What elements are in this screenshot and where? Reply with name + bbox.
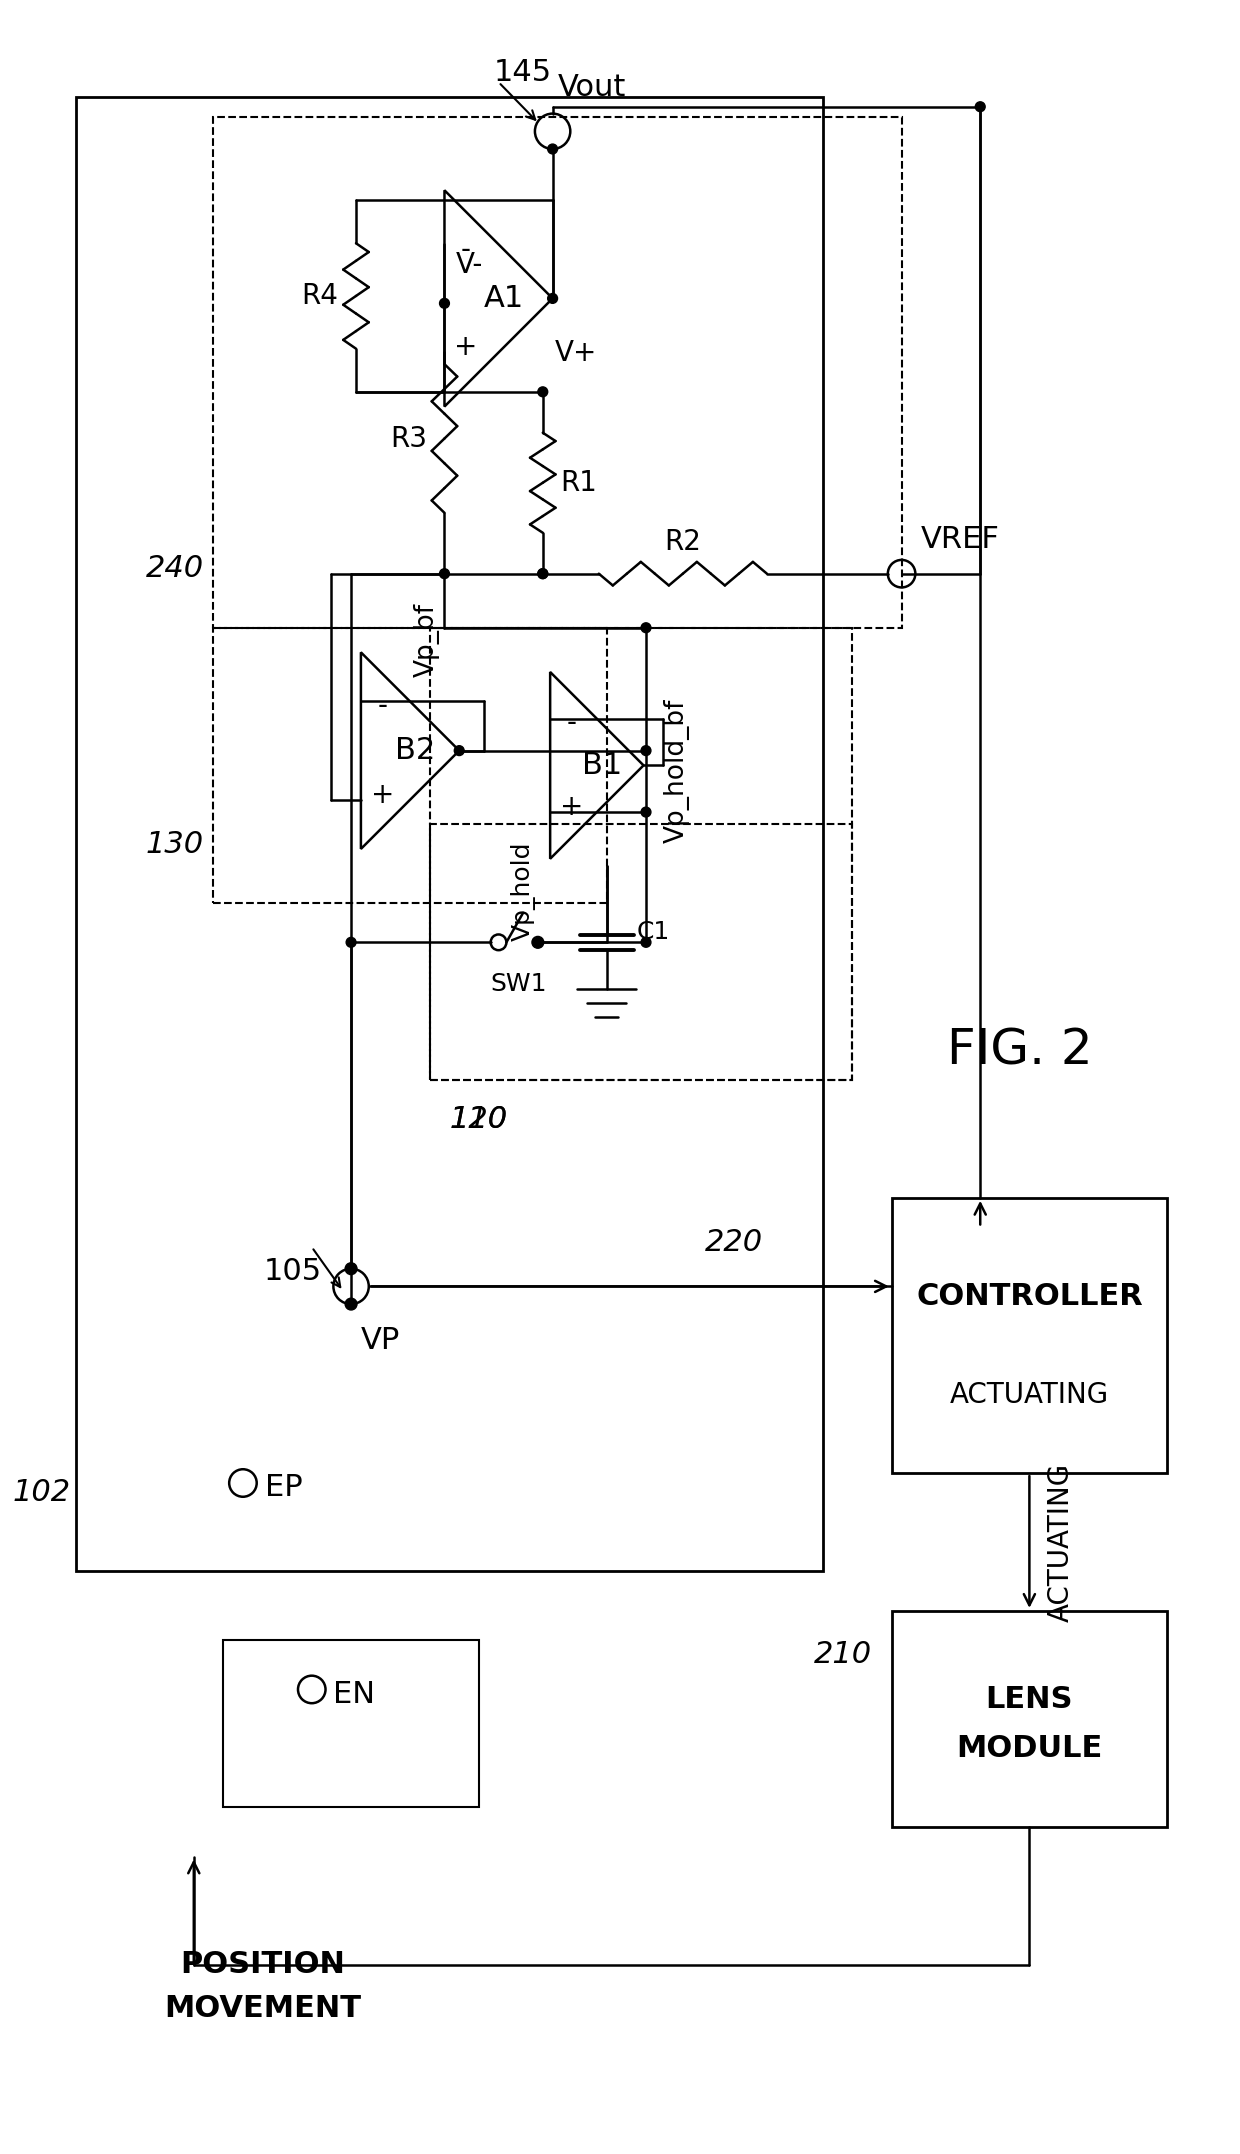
Text: R4: R4 bbox=[301, 282, 339, 310]
Circle shape bbox=[454, 745, 464, 756]
Text: R2: R2 bbox=[665, 528, 702, 556]
Circle shape bbox=[439, 299, 449, 308]
Bar bbox=[223, 1641, 479, 1807]
Circle shape bbox=[345, 1262, 357, 1275]
Text: B2: B2 bbox=[394, 737, 435, 765]
Text: R3: R3 bbox=[389, 424, 427, 452]
Text: VREF: VREF bbox=[921, 526, 1001, 554]
Circle shape bbox=[641, 937, 651, 948]
Text: MODULE: MODULE bbox=[956, 1734, 1102, 1762]
Text: 220: 220 bbox=[706, 1228, 763, 1258]
Text: ACTUATING: ACTUATING bbox=[1047, 1463, 1075, 1622]
Circle shape bbox=[641, 623, 651, 633]
Text: POSITION: POSITION bbox=[180, 1949, 345, 1980]
Circle shape bbox=[641, 808, 651, 816]
Text: 105: 105 bbox=[263, 1258, 321, 1286]
Text: MOVEMENT: MOVEMENT bbox=[164, 1995, 361, 2023]
Bar bbox=[892, 1198, 1167, 1473]
Text: +: + bbox=[454, 334, 477, 362]
Text: Vp_bf: Vp_bf bbox=[414, 603, 439, 676]
Circle shape bbox=[548, 293, 558, 304]
Text: LENS: LENS bbox=[986, 1684, 1073, 1715]
Text: -: - bbox=[461, 235, 471, 263]
Bar bbox=[76, 97, 823, 1572]
Circle shape bbox=[538, 388, 548, 396]
Circle shape bbox=[439, 569, 449, 579]
Text: 120: 120 bbox=[449, 1105, 507, 1133]
Text: SW1: SW1 bbox=[490, 971, 547, 995]
Text: B1: B1 bbox=[582, 752, 622, 780]
Text: 102: 102 bbox=[12, 1478, 71, 1508]
Text: V+: V+ bbox=[554, 338, 596, 366]
Bar bbox=[430, 825, 852, 1079]
Text: CONTROLLER: CONTROLLER bbox=[916, 1282, 1143, 1312]
Text: +: + bbox=[371, 782, 394, 810]
Text: Vout: Vout bbox=[558, 73, 626, 101]
Text: 130: 130 bbox=[145, 829, 203, 859]
Bar bbox=[213, 627, 606, 903]
Circle shape bbox=[538, 569, 548, 579]
Circle shape bbox=[346, 937, 356, 948]
Text: 145: 145 bbox=[494, 58, 552, 86]
Text: FIG. 2: FIG. 2 bbox=[947, 1027, 1092, 1075]
Text: V-: V- bbox=[456, 250, 484, 278]
Bar bbox=[213, 116, 901, 627]
Text: VP: VP bbox=[361, 1325, 401, 1355]
Text: EN: EN bbox=[334, 1680, 376, 1708]
Text: 110: 110 bbox=[449, 1105, 507, 1133]
Bar bbox=[430, 627, 852, 1079]
Text: 240: 240 bbox=[145, 554, 203, 584]
Text: ACTUATING: ACTUATING bbox=[950, 1381, 1109, 1409]
Circle shape bbox=[548, 144, 558, 153]
Circle shape bbox=[345, 1299, 357, 1310]
Circle shape bbox=[532, 937, 544, 948]
Text: -: - bbox=[377, 691, 388, 719]
Circle shape bbox=[976, 101, 985, 112]
Text: Vp_hold_bf: Vp_hold_bf bbox=[663, 698, 689, 842]
Text: A1: A1 bbox=[484, 284, 523, 312]
Bar bbox=[892, 1611, 1167, 1827]
Circle shape bbox=[538, 569, 548, 579]
Text: +: + bbox=[560, 793, 584, 821]
Text: R1: R1 bbox=[560, 470, 598, 498]
Text: C1: C1 bbox=[636, 920, 670, 943]
Text: 210: 210 bbox=[813, 1641, 872, 1669]
Circle shape bbox=[641, 745, 651, 756]
Text: Vp_hold: Vp_hold bbox=[511, 842, 536, 941]
Text: -: - bbox=[567, 709, 577, 737]
Text: EP: EP bbox=[264, 1473, 303, 1503]
